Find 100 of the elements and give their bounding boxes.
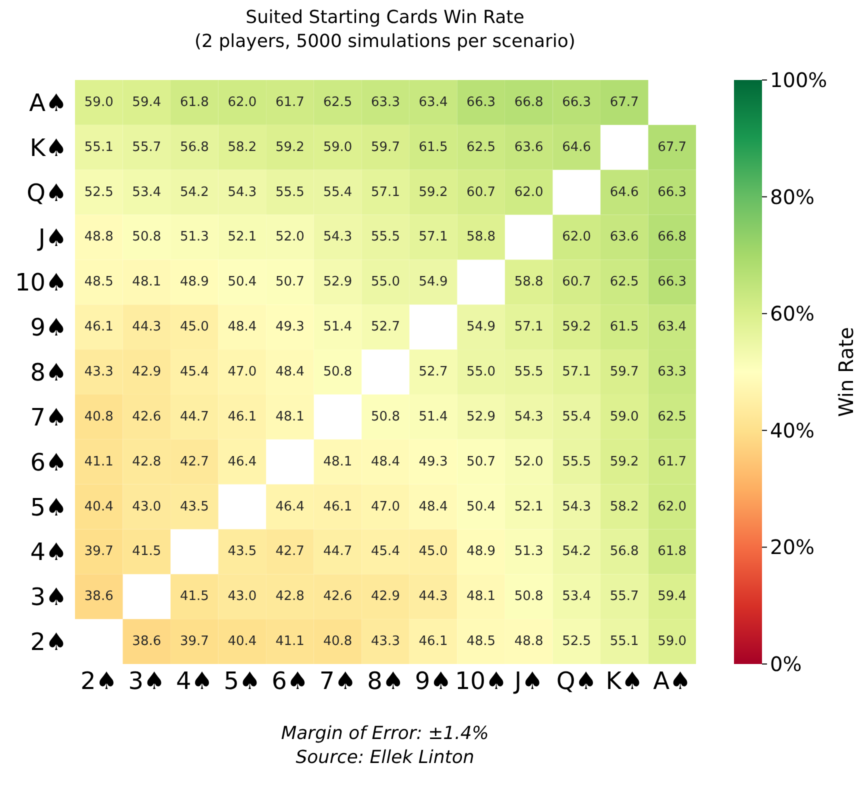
data-label: 63.6 bbox=[514, 140, 544, 155]
y-tick-label: A♠ bbox=[29, 88, 67, 117]
data-label: 55.0 bbox=[371, 274, 400, 290]
data-label: 54.3 bbox=[323, 230, 352, 245]
data-label: 56.8 bbox=[180, 140, 209, 155]
data-label: 48.9 bbox=[180, 274, 209, 290]
y-tick-label: 5♠ bbox=[30, 493, 67, 522]
data-label: 59.0 bbox=[610, 409, 639, 424]
data-label: 53.4 bbox=[132, 184, 162, 200]
data-label: 59.2 bbox=[610, 454, 639, 470]
x-tick-label: 9♠ bbox=[414, 667, 452, 696]
data-label: 52.0 bbox=[514, 454, 544, 470]
data-label: 66.3 bbox=[658, 274, 687, 290]
data-label: 41.1 bbox=[275, 634, 304, 650]
data-label: 49.3 bbox=[418, 454, 448, 470]
data-label: 62.5 bbox=[610, 274, 639, 290]
data-label: 39.7 bbox=[84, 544, 114, 560]
data-label: 52.9 bbox=[466, 409, 496, 424]
data-label: 55.7 bbox=[132, 140, 162, 155]
data-label: 59.7 bbox=[610, 364, 639, 380]
data-label: 42.7 bbox=[275, 544, 304, 560]
data-label: 52.1 bbox=[228, 230, 257, 245]
data-label: 44.3 bbox=[418, 589, 448, 604]
x-tick-label: 3♠ bbox=[128, 667, 166, 696]
data-label: 62.5 bbox=[466, 140, 496, 155]
data-label: 48.4 bbox=[275, 364, 304, 380]
data-label: 60.7 bbox=[466, 184, 496, 200]
data-label: 43.5 bbox=[228, 544, 257, 560]
x-tick-label: 5♠ bbox=[224, 667, 261, 696]
data-label: 58.8 bbox=[466, 230, 496, 245]
data-label: 62.0 bbox=[562, 230, 592, 245]
data-label: 48.5 bbox=[84, 274, 114, 290]
data-label: 62.5 bbox=[658, 409, 687, 424]
data-label: 62.5 bbox=[323, 94, 352, 110]
data-label: 51.3 bbox=[514, 544, 544, 560]
data-label: 38.6 bbox=[132, 634, 162, 650]
data-label: 48.4 bbox=[418, 499, 448, 514]
color-bar-label: 60% bbox=[770, 302, 814, 326]
color-bar-label: 80% bbox=[770, 184, 814, 209]
data-label: 40.4 bbox=[228, 634, 257, 650]
data-label: 44.7 bbox=[323, 544, 352, 560]
data-label: 59.4 bbox=[132, 94, 162, 110]
data-label: 55.4 bbox=[323, 184, 352, 200]
data-label: 44.7 bbox=[180, 409, 209, 424]
data-label: 43.5 bbox=[180, 499, 209, 514]
data-label: 67.7 bbox=[610, 94, 639, 110]
data-label: 50.4 bbox=[228, 274, 257, 290]
data-label: 46.4 bbox=[228, 454, 257, 470]
color-bar-label: 100% bbox=[770, 68, 828, 92]
color-bar-label: 0% bbox=[770, 652, 802, 676]
x-tick-label: J♠ bbox=[512, 667, 544, 696]
data-label: 48.4 bbox=[371, 454, 400, 470]
data-label: 63.6 bbox=[610, 230, 639, 245]
data-label: 59.2 bbox=[275, 140, 304, 155]
data-label: 51.4 bbox=[418, 409, 448, 424]
data-label: 63.3 bbox=[658, 364, 687, 380]
data-label: 52.9 bbox=[323, 274, 352, 290]
data-label: 61.5 bbox=[418, 140, 448, 155]
data-label: 45.0 bbox=[180, 320, 209, 335]
data-label: 54.3 bbox=[514, 409, 544, 424]
data-label: 51.4 bbox=[323, 320, 352, 335]
data-label: 54.2 bbox=[562, 544, 592, 560]
x-tick-label: 10♠ bbox=[455, 667, 508, 696]
data-label: 66.3 bbox=[466, 94, 496, 110]
data-label: 42.9 bbox=[132, 364, 162, 380]
data-label: 66.3 bbox=[658, 184, 687, 200]
x-tick-label: 8♠ bbox=[367, 667, 404, 696]
data-label: 48.5 bbox=[466, 634, 496, 650]
data-label: 48.1 bbox=[132, 274, 162, 290]
y-tick-label: 10♠ bbox=[14, 268, 67, 297]
y-tick-label: Q♠ bbox=[26, 178, 67, 207]
data-label: 54.3 bbox=[228, 184, 257, 200]
data-label: 57.1 bbox=[418, 230, 448, 245]
data-label: 59.0 bbox=[84, 94, 114, 110]
data-label: 46.4 bbox=[275, 499, 304, 514]
data-label: 50.8 bbox=[371, 409, 400, 424]
data-label: 53.4 bbox=[562, 589, 592, 604]
data-label: 41.1 bbox=[84, 454, 114, 470]
data-label: 63.3 bbox=[371, 94, 400, 110]
data-label: 66.8 bbox=[658, 230, 687, 245]
data-label: 47.0 bbox=[228, 364, 257, 380]
data-label: 45.4 bbox=[371, 544, 400, 560]
data-label: 43.3 bbox=[371, 634, 400, 650]
y-tick-label: 4♠ bbox=[30, 538, 67, 566]
data-label: 45.0 bbox=[418, 544, 448, 560]
data-label: 52.5 bbox=[562, 634, 592, 650]
data-label: 61.5 bbox=[610, 320, 639, 335]
data-label: 59.4 bbox=[658, 589, 687, 604]
data-label: 46.1 bbox=[418, 634, 448, 650]
data-label: 48.4 bbox=[228, 320, 257, 335]
data-label: 42.9 bbox=[371, 589, 400, 604]
data-label: 58.2 bbox=[228, 140, 257, 155]
y-tick-label: 2♠ bbox=[30, 628, 67, 656]
text: Margin of Error: ±1.4% bbox=[280, 722, 490, 746]
data-label: 42.8 bbox=[132, 454, 162, 470]
x-tick-label: A♠ bbox=[653, 667, 692, 696]
data-label: 61.8 bbox=[658, 544, 687, 560]
data-label: 55.5 bbox=[562, 454, 592, 470]
data-label: 51.3 bbox=[180, 230, 209, 245]
color-bar-title: Win Rate bbox=[834, 327, 858, 417]
